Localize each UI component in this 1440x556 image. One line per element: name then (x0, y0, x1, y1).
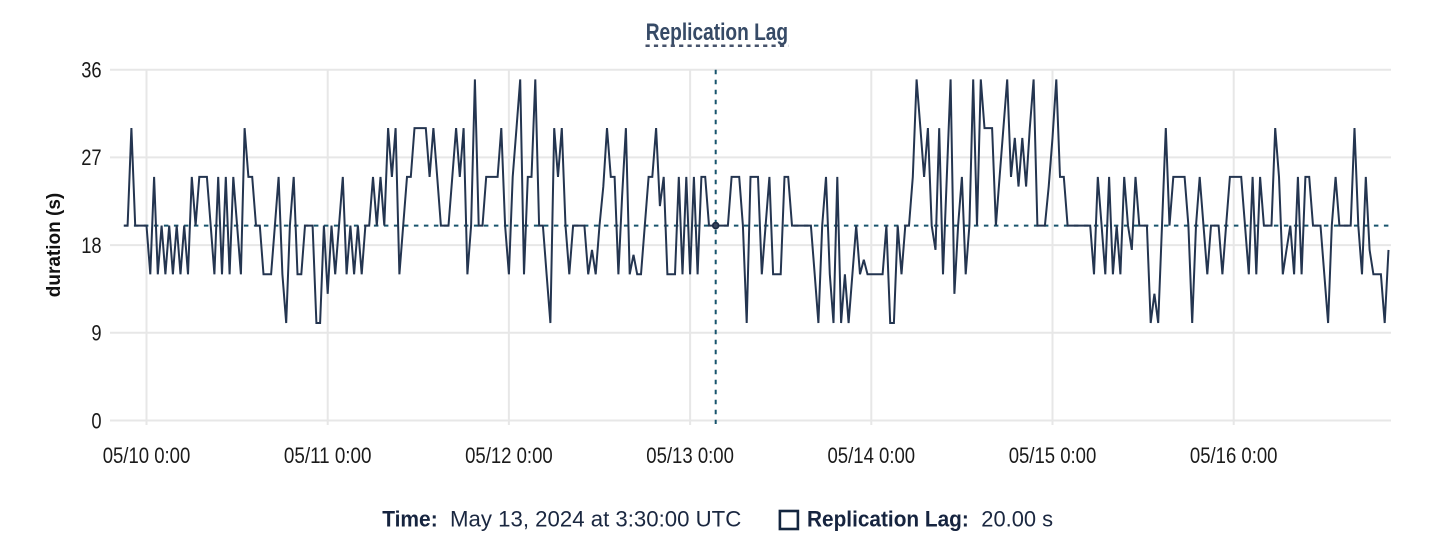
svg-text:05/15 0:00: 05/15 0:00 (1009, 443, 1097, 468)
svg-text:Replication Lag:: Replication Lag: (807, 507, 969, 532)
svg-text:05/13 0:00: 05/13 0:00 (646, 443, 734, 468)
svg-text:05/12 0:00: 05/12 0:00 (465, 443, 553, 468)
svg-text:Replication Lag: Replication Lag (646, 19, 788, 46)
svg-text:27: 27 (81, 145, 101, 170)
svg-text:18: 18 (81, 233, 101, 258)
svg-text:36: 36 (81, 58, 101, 83)
svg-text:05/14 0:00: 05/14 0:00 (828, 443, 916, 468)
svg-text:0: 0 (91, 408, 101, 433)
svg-text:Time:: Time: (382, 507, 438, 532)
svg-text:20.00 s: 20.00 s (981, 507, 1053, 532)
svg-text:duration (s): duration (s) (44, 193, 65, 298)
svg-text:05/10 0:00: 05/10 0:00 (103, 443, 191, 468)
svg-text:May 13, 2024 at 3:30:00 UTC: May 13, 2024 at 3:30:00 UTC (450, 507, 741, 532)
svg-text:05/11 0:00: 05/11 0:00 (284, 443, 372, 468)
svg-text:9: 9 (91, 321, 101, 346)
svg-text:05/16 0:00: 05/16 0:00 (1190, 443, 1278, 468)
